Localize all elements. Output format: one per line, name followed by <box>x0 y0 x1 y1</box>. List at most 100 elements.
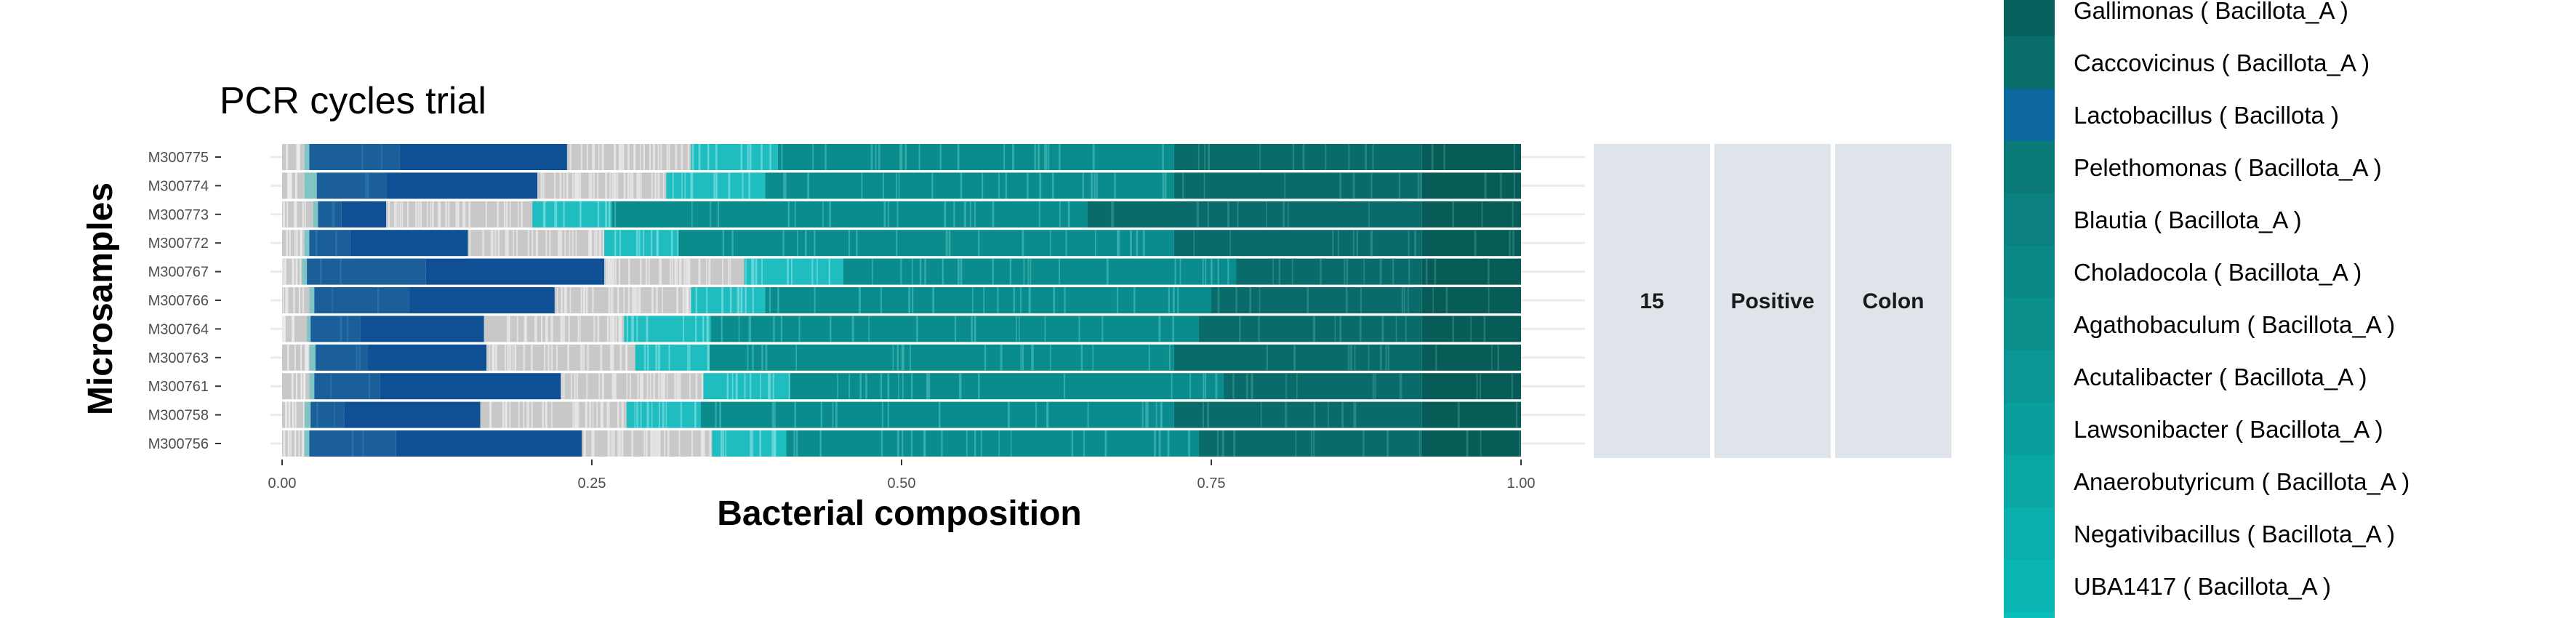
bar-stripe <box>622 144 625 170</box>
bar-stripe <box>745 258 747 285</box>
bar-stripe <box>1337 230 1339 257</box>
x-tick-label: 0.50 <box>888 475 916 491</box>
bar-stripe <box>1189 373 1192 400</box>
bar-stripe <box>671 258 673 285</box>
bar-stripe <box>715 401 717 428</box>
bar-stripe <box>649 373 651 400</box>
bar-stripe <box>544 344 546 371</box>
bar-stripe <box>918 144 920 170</box>
legend-key <box>2004 193 2055 246</box>
bar-stripe <box>619 430 622 457</box>
bar-stripe <box>900 258 902 285</box>
bar-stripe <box>619 344 622 371</box>
bar-stripe <box>1106 258 1109 285</box>
bar-stripe <box>753 258 755 285</box>
bar-stripe <box>543 201 546 228</box>
bar-stripe <box>295 401 297 428</box>
facet-strip <box>1594 144 1710 458</box>
bar-segment <box>790 373 1224 400</box>
bar-stripe <box>491 344 494 371</box>
bar-stripe <box>1104 430 1107 457</box>
bar-stripe <box>302 201 304 228</box>
bar-stripe <box>1155 401 1157 428</box>
bar-stripe <box>1083 430 1085 457</box>
bar-stripe <box>561 316 563 342</box>
bar-stripe <box>1164 172 1167 199</box>
bar-stripe <box>432 201 434 228</box>
bar-segment <box>399 144 567 170</box>
bar-stripe <box>636 316 638 342</box>
bar-stripe <box>531 344 533 371</box>
legend-key <box>2004 298 2055 350</box>
x-tick-label: 0.25 <box>578 475 606 491</box>
bar-stripe <box>998 430 1000 457</box>
bar-stripe <box>1513 144 1515 170</box>
bar-stripe <box>583 287 586 313</box>
y-tick-label: M300761 <box>148 379 209 395</box>
bar-stripe <box>887 401 889 428</box>
bar-stripe <box>1102 316 1104 342</box>
bar-segment <box>483 316 625 342</box>
bar-stripe <box>1287 201 1289 228</box>
bar-stripe <box>752 344 754 371</box>
bar-stripe <box>1203 401 1204 428</box>
bar-stripe <box>828 258 830 285</box>
bar-stripe <box>1114 172 1116 199</box>
bar-stripe <box>1047 401 1049 428</box>
bar-stripe <box>1039 172 1042 199</box>
bar-stripe <box>1207 201 1209 228</box>
bar-stripe <box>295 373 298 400</box>
bar-stripe <box>931 172 934 199</box>
bar-stripe <box>507 344 508 371</box>
bar-stripe <box>1216 430 1219 457</box>
bar-row-M300758 <box>282 401 1521 428</box>
x-axis-label: Bacterial composition <box>717 494 1081 533</box>
bar-stripe <box>751 430 753 457</box>
bar-segment <box>310 316 361 342</box>
bar-stripe <box>523 344 526 371</box>
bar-segment <box>1198 316 1422 342</box>
bar-stripe <box>577 316 579 342</box>
bar-stripe <box>1344 258 1346 285</box>
bar-stripe <box>286 230 288 257</box>
bar-stripe <box>767 373 770 400</box>
bar-stripe <box>558 230 561 257</box>
bar-segment <box>744 258 843 285</box>
bar-stripe <box>633 144 636 170</box>
bar-stripe <box>284 316 286 342</box>
bar-stripe <box>654 144 656 170</box>
bar-stripe <box>978 373 980 400</box>
bar-stripe <box>1470 316 1472 342</box>
bar-stripe <box>944 201 947 228</box>
bar-stripe <box>777 287 779 313</box>
bar-stripe <box>292 316 294 342</box>
bar-stripe <box>1350 344 1352 371</box>
bar-stripe <box>602 230 605 257</box>
bar-stripe <box>759 430 762 457</box>
bar-stripe <box>794 201 796 228</box>
bar-stripe <box>664 430 666 457</box>
bar-stripe <box>614 230 617 257</box>
bar-stripe <box>445 201 448 228</box>
bar-stripe <box>1034 144 1036 170</box>
bar-stripe <box>560 316 563 342</box>
bar-stripe <box>593 230 595 257</box>
bar-stripe <box>614 258 617 285</box>
bar-stripe <box>581 344 583 371</box>
bar-stripe <box>1038 201 1040 228</box>
bar-stripe <box>1283 201 1285 228</box>
bar-stripe <box>528 401 530 428</box>
bar-stripe <box>896 172 897 199</box>
bar-segment <box>1421 401 1521 428</box>
bar-stripe <box>1080 344 1083 371</box>
bar-stripe <box>506 201 508 228</box>
bar-stripe <box>791 258 793 285</box>
bar-stripe <box>593 144 595 170</box>
bar-stripe <box>576 373 579 400</box>
bar-stripe <box>769 373 771 400</box>
bar-stripe <box>381 144 383 170</box>
bar-stripe <box>761 258 763 285</box>
bar-stripe <box>368 373 370 400</box>
bar-stripe <box>294 344 296 371</box>
bar-stripe <box>939 144 942 170</box>
